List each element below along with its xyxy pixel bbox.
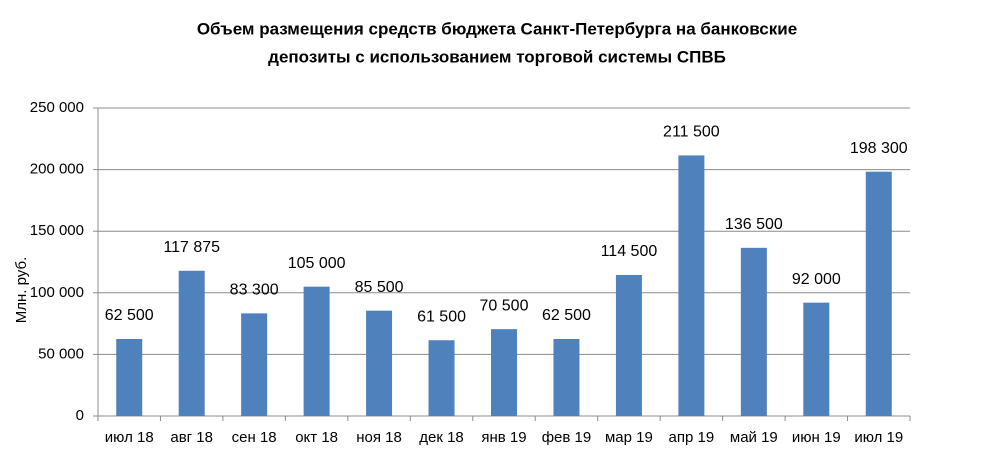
x-tick-label: янв 19 xyxy=(481,429,526,446)
value-label: 62 500 xyxy=(105,307,154,324)
value-label: 105 000 xyxy=(288,255,346,272)
bar xyxy=(803,302,830,416)
bar xyxy=(740,247,767,416)
bar xyxy=(553,339,580,416)
chart-title: депозиты с использованием торговой систе… xyxy=(268,47,726,66)
bar xyxy=(303,286,330,416)
bar xyxy=(241,313,268,416)
x-tick-label: ноя 18 xyxy=(356,429,402,446)
value-label: 83 300 xyxy=(230,282,279,299)
value-label: 211 500 xyxy=(663,124,720,141)
value-label: 62 500 xyxy=(542,307,591,324)
x-tick-label: сен 18 xyxy=(232,429,277,446)
y-tick-label: 0 xyxy=(76,407,84,424)
x-tick-label: май 19 xyxy=(730,429,778,446)
bar xyxy=(491,329,517,416)
x-tick-label: дек 18 xyxy=(419,429,464,446)
bar xyxy=(428,340,455,416)
value-label: 114 500 xyxy=(601,243,658,260)
y-tick-label: 100 000 xyxy=(30,284,84,301)
y-axis-label: Млн. руб. xyxy=(13,257,30,323)
value-label: 117 875 xyxy=(163,239,220,256)
value-label: 92 000 xyxy=(792,271,841,288)
bar xyxy=(865,171,892,416)
value-label: 136 500 xyxy=(725,216,783,233)
y-tick-label: 200 000 xyxy=(30,161,84,178)
y-tick-label: 250 000 xyxy=(30,99,84,116)
value-label: 198 300 xyxy=(850,140,908,157)
x-tick-label: фев 19 xyxy=(542,429,592,446)
value-label: 70 500 xyxy=(480,297,529,314)
bar xyxy=(615,274,642,416)
y-tick-label: 50 000 xyxy=(38,345,84,362)
x-tick-label: апр 19 xyxy=(669,429,715,446)
x-tick-label: июн 19 xyxy=(792,429,841,446)
bar xyxy=(116,339,143,416)
bar xyxy=(678,155,705,416)
x-tick-label: мар 19 xyxy=(605,429,653,446)
x-tick-label: июл 19 xyxy=(854,429,903,446)
bar xyxy=(178,270,205,416)
bar xyxy=(366,310,393,416)
y-tick-label: 150 000 xyxy=(30,222,84,239)
x-tick-label: авг 18 xyxy=(170,429,213,446)
x-tick-label: окт 18 xyxy=(295,429,338,446)
value-label: 85 500 xyxy=(355,279,404,296)
x-tick-label: июл 18 xyxy=(105,429,154,446)
chart-title: Объем размещения средств бюджета Санкт-П… xyxy=(197,19,797,38)
value-label: 61 500 xyxy=(417,308,466,325)
